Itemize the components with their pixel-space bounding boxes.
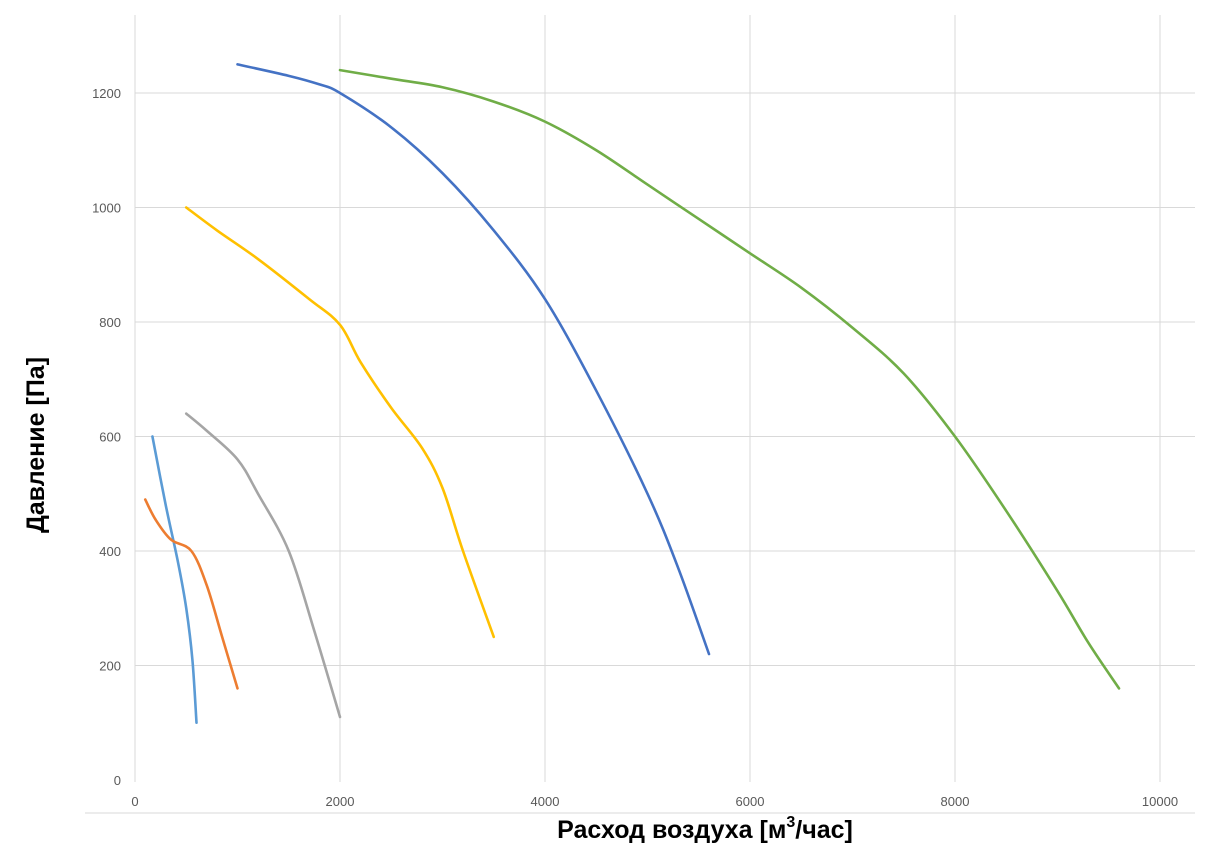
x-tick-label: 0 [131, 794, 138, 809]
x-axis-title: Расход воздуха [м3/час] [557, 814, 853, 844]
y-tick-label: 400 [99, 544, 121, 559]
x-tick-label: 10000 [1142, 794, 1178, 809]
grid-layer [135, 15, 1195, 782]
x-axis-title-tail: /час] [795, 816, 853, 844]
x-tick-label: 4000 [531, 794, 560, 809]
series-line-2 [143, 498, 239, 690]
x-tick-label: 6000 [736, 794, 765, 809]
series-line-1 [151, 435, 198, 725]
series-layer [143, 63, 1121, 725]
x-axis-title-main: Расход воздуха [м [557, 816, 786, 844]
y-tick-label: 1200 [92, 86, 121, 101]
y-tick-label: 600 [99, 430, 121, 445]
y-axis-title: Давление [Па] [22, 357, 50, 533]
y-tick-label: 800 [99, 315, 121, 330]
x-tick-label: 8000 [941, 794, 970, 809]
axis-layer [85, 15, 1195, 814]
series-line-6 [338, 68, 1121, 690]
y-tick-label: 200 [99, 659, 121, 674]
x-tick-label: 2000 [326, 794, 355, 809]
series-line-3 [184, 412, 342, 719]
x-axis-title-superscript: 3 [786, 814, 795, 831]
series-line-4 [184, 206, 496, 639]
y-tick-label: 0 [114, 773, 121, 788]
series-line-5 [236, 63, 711, 656]
tick-label-layer: 0 200 400 600 800 1000 1200 0 2000 4000 6000 8000 10… [92, 86, 1178, 809]
y-tick-label: 1000 [92, 201, 121, 216]
